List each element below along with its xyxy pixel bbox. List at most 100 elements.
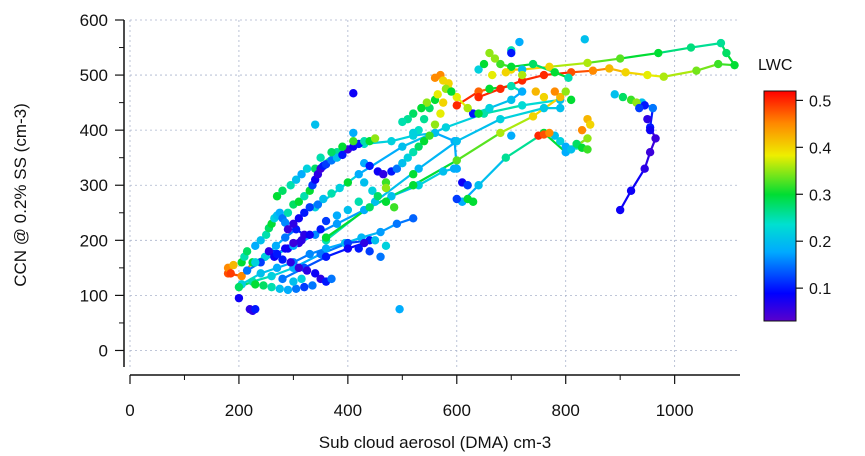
data-point <box>417 103 426 113</box>
data-point <box>278 274 287 284</box>
data-point <box>714 59 723 69</box>
series-line-segment <box>456 118 501 143</box>
data-point <box>615 205 625 215</box>
data-point <box>387 192 396 201</box>
data-point <box>398 159 407 168</box>
data-point <box>496 59 505 69</box>
data-point <box>507 81 516 91</box>
data-point <box>275 284 284 293</box>
data-point <box>321 252 331 262</box>
data-point <box>645 125 655 135</box>
plot-area <box>129 19 740 367</box>
data-point <box>556 136 565 146</box>
data-point <box>487 70 497 80</box>
data-point <box>605 64 614 73</box>
data-point <box>438 98 448 107</box>
data-point <box>539 92 549 102</box>
data-point <box>528 59 538 69</box>
data-point <box>300 192 309 201</box>
data-point <box>539 103 549 113</box>
data-point <box>507 62 516 72</box>
data-point <box>335 183 344 193</box>
data-point <box>452 194 461 204</box>
data-point <box>289 277 298 286</box>
series-line-segment <box>620 51 659 60</box>
colorbar-tick-label: 0.3 <box>809 187 831 204</box>
series-line-segment <box>456 90 480 107</box>
data-point <box>313 200 323 209</box>
data-point <box>441 123 451 132</box>
data-point <box>338 142 347 151</box>
data-point <box>545 128 554 138</box>
data-point <box>272 192 282 201</box>
data-point <box>370 236 380 245</box>
data-point <box>566 95 576 105</box>
series-line-segment <box>418 170 444 187</box>
colorbar-tick-label: 0.5 <box>809 93 831 110</box>
data-point <box>409 181 418 190</box>
data-point <box>283 285 293 295</box>
x-ticks: 0 200 400 600 800 1000 <box>125 375 694 420</box>
data-point <box>267 282 276 292</box>
series-line-segment <box>358 145 403 176</box>
y-tick-label: 100 <box>80 286 108 305</box>
y-axis: 0 100 200 300 400 500 600 CCN @ 0.2% SS (cm-3) <box>11 11 125 367</box>
data-point <box>501 68 511 77</box>
data-point <box>610 90 619 99</box>
y-tick-label: 500 <box>80 66 108 85</box>
data-point <box>626 186 636 195</box>
data-point <box>722 48 731 58</box>
data-point <box>327 189 336 198</box>
data-point <box>643 70 652 80</box>
data-point <box>566 145 576 154</box>
data-point <box>286 258 295 267</box>
data-point <box>289 238 298 248</box>
data-point <box>686 43 696 52</box>
data-point <box>321 216 331 226</box>
data-point <box>577 125 587 135</box>
data-point <box>300 208 309 217</box>
data-point <box>272 249 282 259</box>
y-axis-label: CCN @ 0.2% SS (cm-3) <box>11 103 30 287</box>
data-point <box>256 269 265 278</box>
data-point <box>507 48 516 58</box>
data-point <box>321 233 331 242</box>
data-point <box>438 76 448 85</box>
data-point <box>332 211 342 220</box>
data-point <box>517 70 527 80</box>
series-line-segment <box>499 115 534 134</box>
data-point <box>229 260 238 270</box>
data-point <box>430 73 440 83</box>
data-point <box>550 87 560 96</box>
data-point <box>490 54 500 63</box>
data-point <box>297 236 306 245</box>
data-point <box>583 58 592 68</box>
series-line-segment <box>630 168 646 192</box>
data-point <box>425 131 434 140</box>
data-point <box>264 247 274 256</box>
x-axis: 0 200 400 600 800 1000 Sub cloud aerosol (DMA… <box>125 374 740 452</box>
data-point <box>531 87 540 96</box>
data-point <box>463 181 472 190</box>
data-point <box>381 241 391 251</box>
data-point <box>321 244 331 253</box>
x-tick-label: 0 <box>125 401 134 420</box>
data-point <box>409 170 418 179</box>
y-tick-label: 400 <box>80 121 108 140</box>
data-point <box>539 70 549 80</box>
data-point <box>379 170 388 179</box>
data-point <box>659 72 668 81</box>
data-point <box>615 54 625 63</box>
data-point <box>359 238 369 248</box>
data-point <box>468 197 478 206</box>
data-point <box>586 120 595 129</box>
data-point <box>368 186 377 195</box>
data-point <box>545 62 554 72</box>
data-point <box>349 89 358 98</box>
series-line-segment <box>549 61 588 68</box>
data-point <box>556 92 565 102</box>
data-point <box>297 274 306 284</box>
data-point <box>474 181 483 190</box>
data-point <box>251 258 260 267</box>
series-line-segment <box>587 57 621 65</box>
